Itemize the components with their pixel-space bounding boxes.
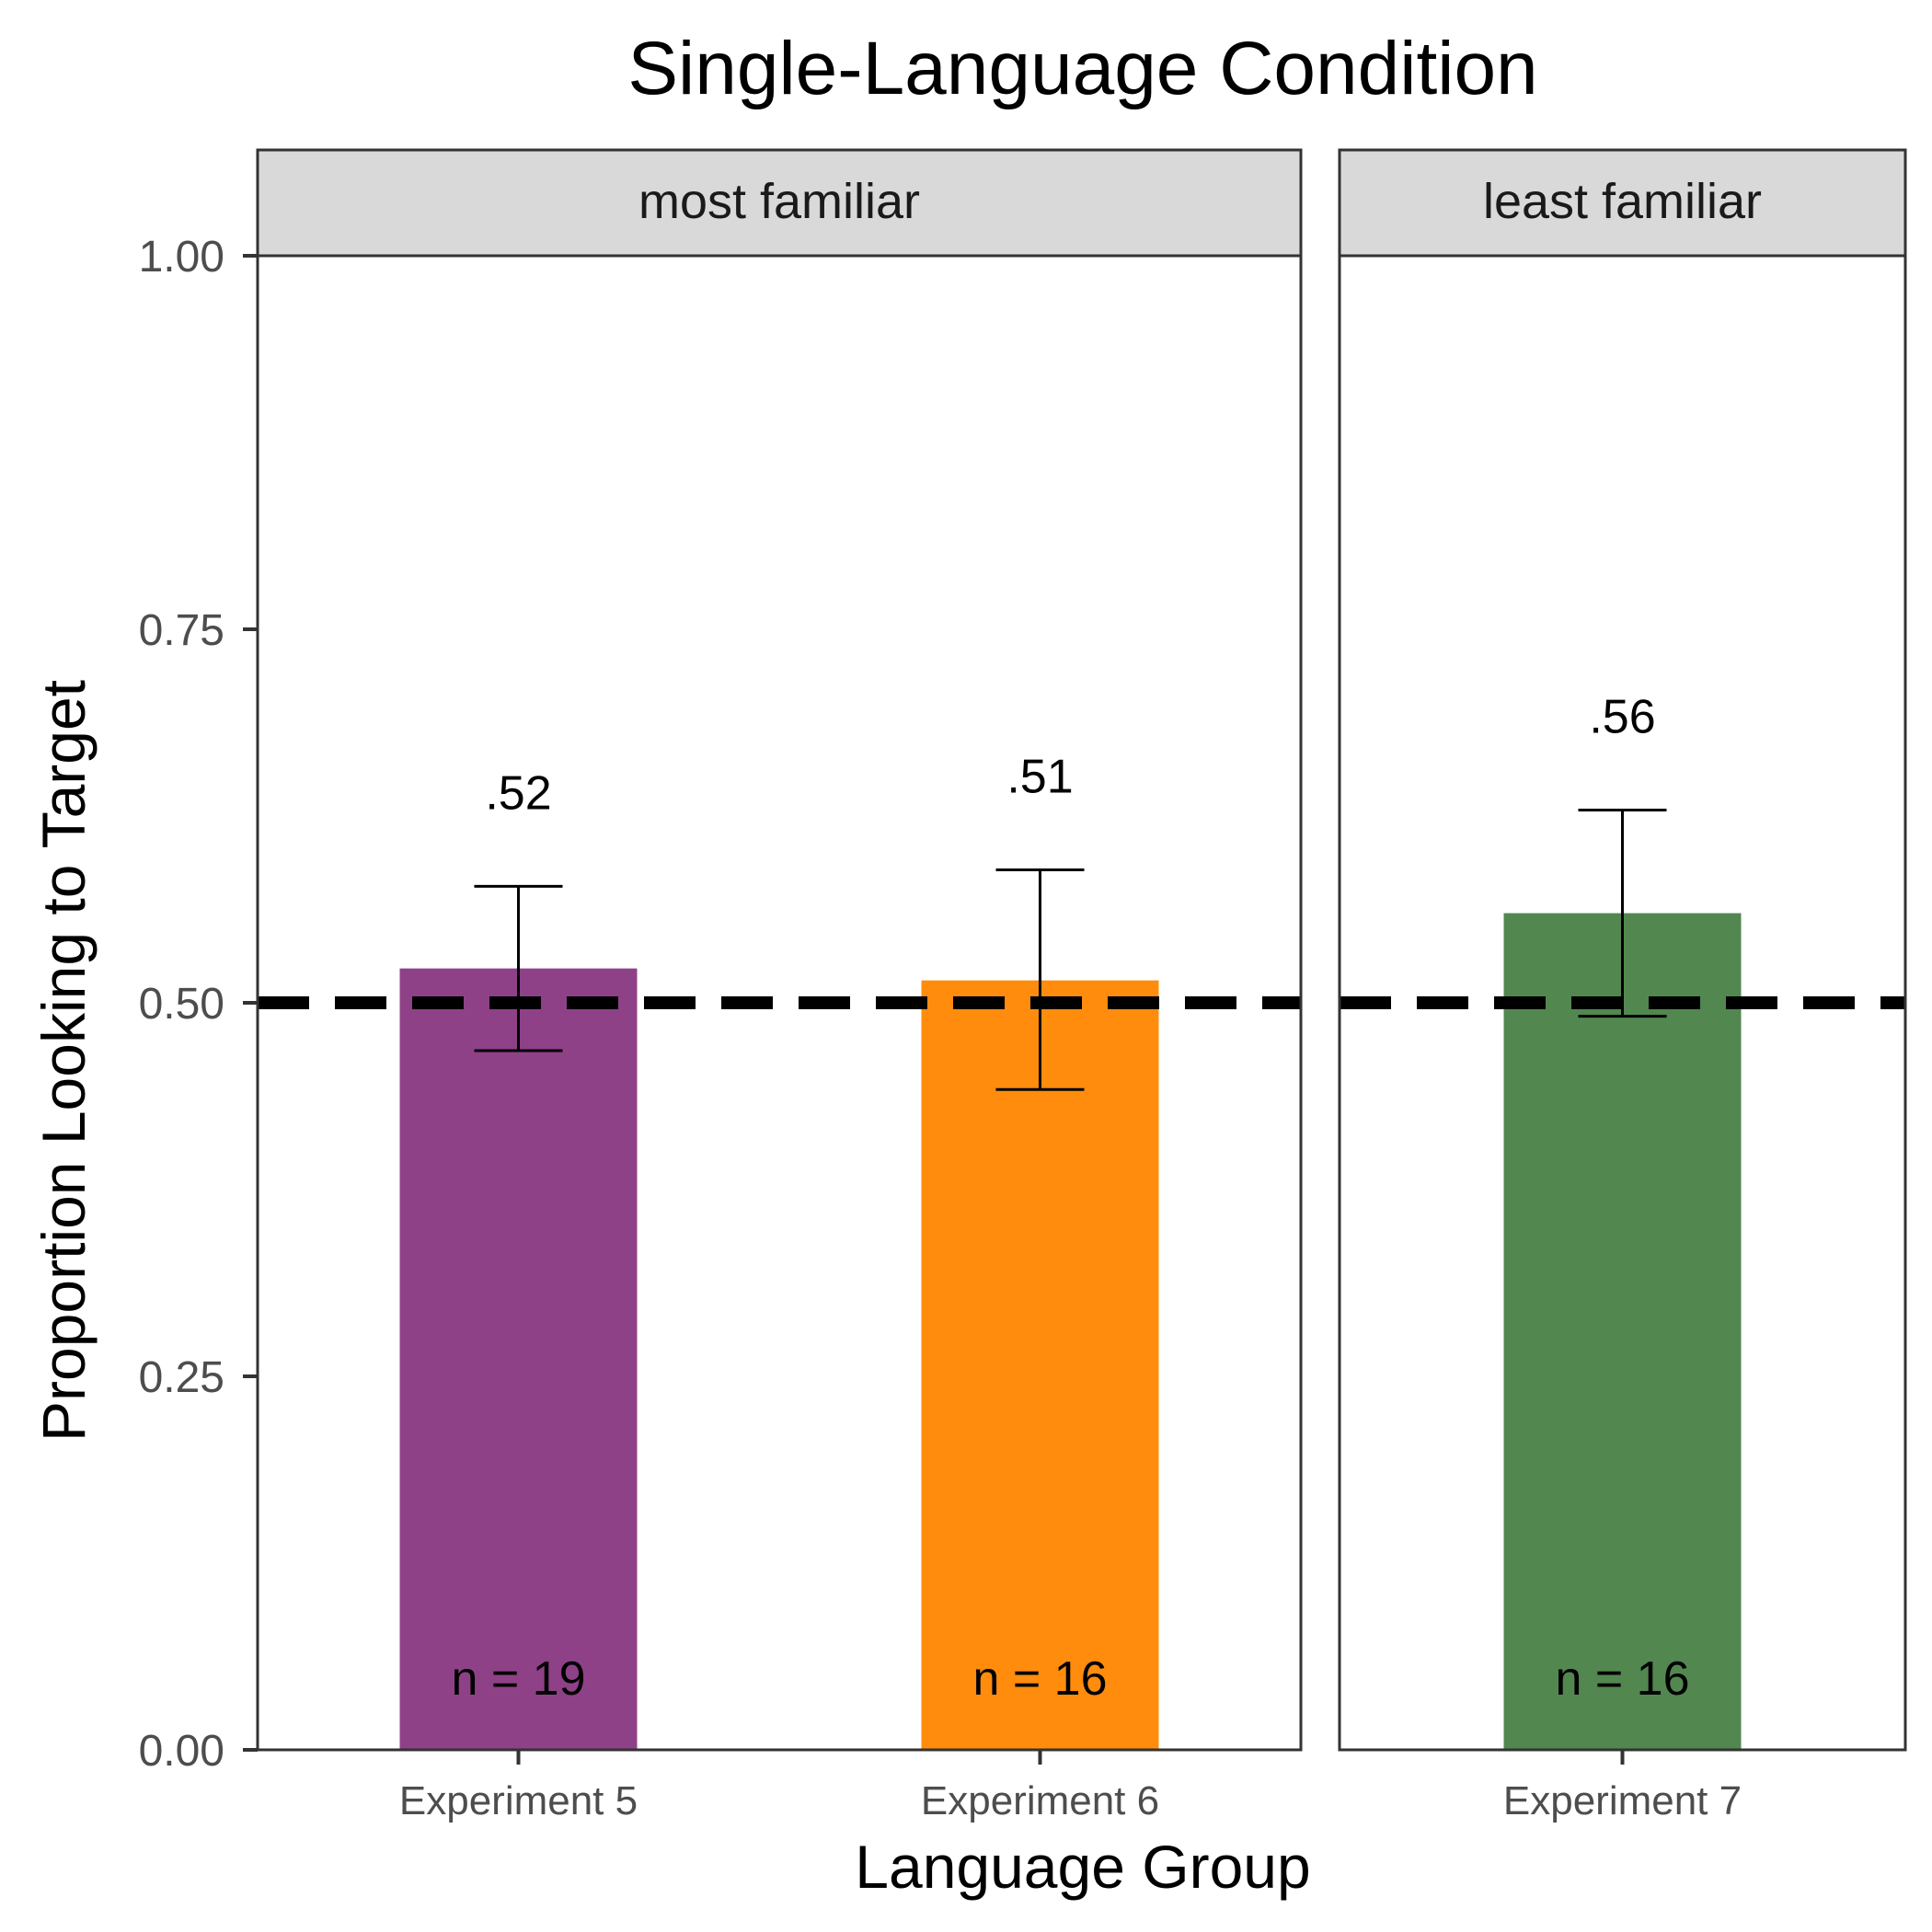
bar <box>921 980 1159 1750</box>
facet-strip <box>1338 148 1907 258</box>
facet-panel-1: most familiar .52 n = 19 Experiment 5 .51 n =… <box>256 148 1303 1823</box>
bar-group: .52 n = 19 Experiment 5 <box>399 766 638 1823</box>
bar-value-label: .56 <box>1589 691 1655 744</box>
y-tick-label: 0.75 <box>139 606 224 655</box>
bar-value-label: .51 <box>1006 750 1073 803</box>
panels: most familiar .52 n = 19 Experiment 5 .51 n =… <box>256 148 1907 1823</box>
x-tick-label: Experiment 5 <box>399 1778 638 1823</box>
x-tick-label: Experiment 6 <box>921 1778 1159 1823</box>
bar-group: .51 n = 16 Experiment 6 <box>921 750 1159 1823</box>
facet-strip-label: most familiar <box>638 174 920 229</box>
facet-strip-label: least familiar <box>1483 174 1762 229</box>
y-tick-label: 0.25 <box>139 1353 224 1402</box>
bar-n-label: n = 16 <box>1555 1652 1689 1706</box>
bar-value-label: .52 <box>485 766 551 820</box>
x-tick-label: Experiment 7 <box>1503 1778 1742 1823</box>
bar-group: .56 n = 16 Experiment 7 <box>1503 691 1742 1823</box>
y-axis-title: Proportion Looking to Target <box>29 680 98 1442</box>
facet-panel-2: least familiar .56 n = 16 Experiment 7 <box>1338 148 1907 1823</box>
y-tick-label: 1.00 <box>139 233 224 282</box>
bar <box>399 968 638 1750</box>
x-axis-title: Language Group <box>855 1833 1310 1901</box>
y-tick-label: 0.00 <box>139 1727 224 1776</box>
panel-border <box>1338 254 1907 1752</box>
bar-n-label: n = 19 <box>451 1652 585 1706</box>
bar-n-label: n = 16 <box>972 1652 1107 1706</box>
y-tick-label: 0.50 <box>139 980 224 1029</box>
y-axis: 0.00 0.25 0.50 0.75 1.00 <box>139 233 258 1776</box>
chart-title: Single-Language Condition <box>627 27 1537 110</box>
facet-strip <box>256 148 1303 258</box>
bar <box>1503 913 1742 1750</box>
